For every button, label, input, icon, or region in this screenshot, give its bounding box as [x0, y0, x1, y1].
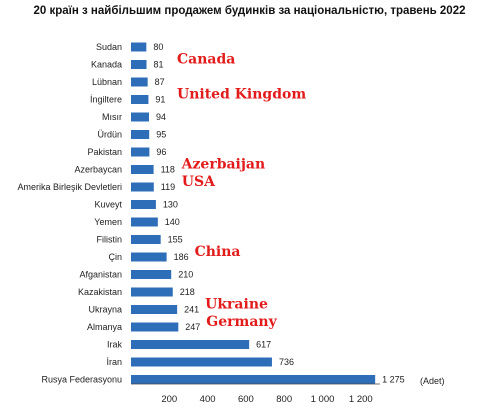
category-label: Ukrayna [88, 305, 122, 315]
value-label: 186 [174, 252, 189, 262]
value-label: 95 [156, 130, 166, 140]
category-label: Ürdün [97, 130, 122, 140]
x-tick-label: 600 [238, 394, 254, 405]
annotation-label: Canada [177, 52, 235, 68]
bar [131, 95, 149, 104]
annotation-label: Azerbaijan [181, 157, 266, 173]
value-label: 218 [180, 287, 195, 297]
bar [131, 42, 147, 52]
bar [131, 130, 150, 139]
annotation-label: USA [182, 174, 216, 190]
bar [131, 165, 154, 174]
value-label: 87 [155, 77, 165, 87]
value-label: 1 275 [382, 375, 405, 385]
category-label: Azerbaycan [74, 165, 122, 175]
bar [131, 322, 179, 332]
x-tick-label: 400 [200, 394, 216, 405]
category-label: Yemen [94, 217, 122, 227]
annotation-label: Germany [206, 314, 277, 330]
category-label: Sudan [96, 42, 122, 52]
category-label: Pakistan [87, 147, 122, 157]
x-axis-ticks: 200 400 600 800 1 000 1 200 [161, 394, 372, 405]
bar [131, 200, 156, 209]
bar [131, 147, 150, 157]
value-label: 80 [153, 42, 163, 52]
category-label: Kanada [91, 60, 122, 70]
bar [131, 235, 161, 244]
value-label: 118 [161, 165, 175, 175]
x-tick-label: 800 [276, 394, 292, 405]
category-label: Afganistan [79, 270, 122, 280]
bar [131, 357, 272, 367]
value-label: 96 [156, 147, 166, 157]
bar [131, 305, 178, 314]
value-label: 94 [156, 112, 166, 122]
bar [131, 217, 158, 227]
annotation-label: China [195, 244, 241, 260]
bar [131, 375, 376, 384]
bar [131, 60, 147, 69]
category-label: Filistin [96, 235, 122, 245]
value-label: 736 [279, 357, 294, 367]
x-axis-unit-label: (Adet) [420, 376, 445, 386]
category-label: Irak [107, 340, 123, 350]
bar [131, 182, 154, 192]
value-label: 91 [155, 95, 165, 105]
value-label: 247 [185, 322, 200, 332]
bar [131, 77, 148, 87]
category-label: Kuveyt [94, 200, 122, 210]
bar [131, 252, 167, 262]
bar [131, 270, 172, 279]
value-label: 241 [184, 305, 199, 315]
value-labels: 80 81 87 91 94 95 96 118 119 130 140 155 186 210 218 24… [153, 42, 404, 385]
value-label: 119 [161, 182, 175, 192]
x-tick-label: 1 000 [311, 394, 335, 405]
value-label: 81 [154, 60, 164, 70]
category-label: Rusya Federasyonu [41, 375, 122, 385]
category-label: Çin [108, 252, 122, 262]
annotation-label: Ukraine [205, 297, 268, 313]
category-label: Kazakistan [78, 287, 122, 297]
value-label: 617 [256, 340, 271, 350]
bar [131, 287, 173, 297]
category-labels: Sudan Kanada Lübnan İngiltere Mısır Ürdün Paki… [17, 42, 122, 385]
x-tick-label: 200 [161, 394, 177, 405]
value-label: 130 [163, 200, 178, 210]
x-tick-label: 1 200 [349, 394, 373, 405]
value-label: 155 [168, 235, 183, 245]
annotation-label: United Kingdom [177, 87, 306, 103]
bar [131, 112, 150, 122]
chart-title: 20 країн з найбільшим продажем будинків … [33, 5, 466, 17]
category-label: Mısır [102, 112, 122, 122]
category-label: Lübnan [92, 77, 122, 87]
bars-group [131, 42, 376, 384]
category-label: İngiltere [90, 95, 122, 105]
category-label: Amerika Birleşik Devletleri [17, 182, 122, 192]
category-label: Almanya [87, 322, 122, 332]
category-label: İran [106, 357, 122, 367]
value-label: 140 [165, 217, 180, 227]
bar [131, 340, 250, 349]
value-label: 210 [178, 270, 193, 280]
